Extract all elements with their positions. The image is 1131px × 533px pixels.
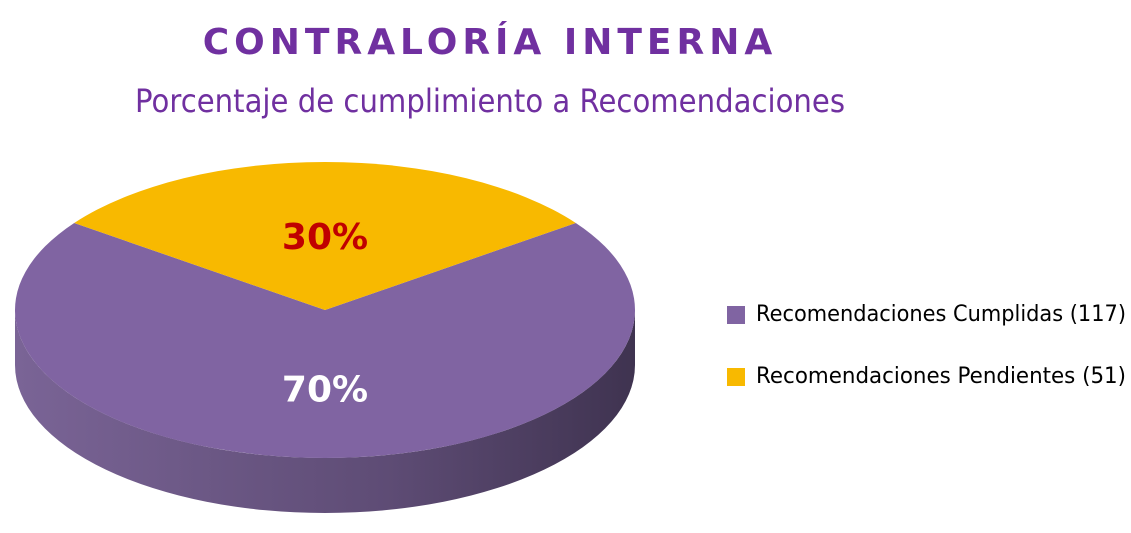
legend-swatch (727, 368, 745, 386)
chart-title: CONTRALORÍA INTERNA (203, 21, 777, 63)
legend-swatch (727, 306, 745, 324)
legend-label: Recomendaciones Pendientes (51) (756, 364, 1126, 389)
pie-slice (14, 223, 635, 458)
data-label: 30% (282, 217, 368, 258)
data-label: 70% (282, 369, 368, 410)
pie: 70% 30% (14, 161, 635, 513)
chart-subtitle: Porcentaje de cumplimiento a Recomendaci… (135, 82, 845, 120)
pie-slice (74, 161, 576, 310)
pie-side (15, 310, 635, 513)
legend-label: Recomendaciones Cumplidas (117) (756, 302, 1126, 327)
legend: Recomendaciones Cumplidas (117) Recomenda… (727, 302, 1126, 389)
